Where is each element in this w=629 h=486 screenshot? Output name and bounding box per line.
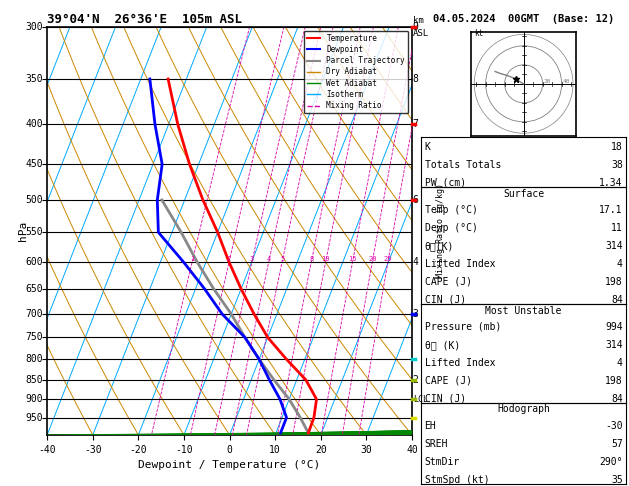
- Text: Lifted Index: Lifted Index: [425, 358, 495, 368]
- Text: 550: 550: [25, 227, 43, 237]
- Text: Lifted Index: Lifted Index: [425, 259, 495, 269]
- Text: 04.05.2024  00GMT  (Base: 12): 04.05.2024 00GMT (Base: 12): [433, 14, 615, 24]
- Text: 9: 9: [413, 22, 419, 32]
- Text: Hodograph: Hodograph: [497, 404, 550, 415]
- Text: 39°04'N  26°36'E  105m ASL: 39°04'N 26°36'E 105m ASL: [47, 13, 242, 26]
- Text: 10: 10: [321, 256, 330, 262]
- Text: Pressure (mb): Pressure (mb): [425, 322, 501, 332]
- Text: 25: 25: [384, 256, 392, 262]
- Text: 4: 4: [267, 256, 271, 262]
- Text: Totals Totals: Totals Totals: [425, 160, 501, 170]
- Text: 6: 6: [413, 195, 419, 205]
- Text: 800: 800: [25, 354, 43, 364]
- Text: 350: 350: [25, 74, 43, 84]
- Text: 4: 4: [617, 358, 623, 368]
- Text: kt: kt: [474, 29, 484, 38]
- Text: CAPE (J): CAPE (J): [425, 376, 472, 386]
- Text: 57: 57: [611, 439, 623, 449]
- X-axis label: Dewpoint / Temperature (°C): Dewpoint / Temperature (°C): [138, 460, 321, 470]
- Text: θᴇ (K): θᴇ (K): [425, 340, 460, 350]
- Text: 314: 314: [605, 340, 623, 350]
- Text: Surface: Surface: [503, 189, 544, 199]
- Text: 950: 950: [25, 413, 43, 423]
- Text: 38: 38: [611, 160, 623, 170]
- Text: 18: 18: [611, 142, 623, 152]
- Text: 1.34: 1.34: [599, 178, 623, 188]
- Text: Most Unstable: Most Unstable: [486, 306, 562, 315]
- Text: PW (cm): PW (cm): [425, 178, 465, 188]
- Text: 8: 8: [309, 256, 313, 262]
- Text: 4: 4: [617, 259, 623, 269]
- Text: 4: 4: [413, 257, 419, 267]
- Legend: Temperature, Dewpoint, Parcel Trajectory, Dry Adiabat, Wet Adiabat, Isotherm, Mi: Temperature, Dewpoint, Parcel Trajectory…: [304, 31, 408, 113]
- Text: 17.1: 17.1: [599, 205, 623, 215]
- Text: 290°: 290°: [599, 457, 623, 467]
- Text: StmSpd (kt): StmSpd (kt): [425, 474, 489, 485]
- Text: StmDir: StmDir: [425, 457, 460, 467]
- Text: 850: 850: [25, 375, 43, 385]
- Text: 2: 2: [227, 256, 231, 262]
- Text: 1: 1: [190, 256, 194, 262]
- Text: EH: EH: [425, 421, 437, 431]
- Text: CIN (J): CIN (J): [425, 394, 465, 404]
- Text: Temp (°C): Temp (°C): [425, 205, 477, 215]
- Text: 750: 750: [25, 332, 43, 343]
- Text: ASL: ASL: [413, 29, 429, 38]
- Text: 11: 11: [611, 223, 623, 233]
- Text: hPa: hPa: [18, 221, 28, 241]
- Text: LCL: LCL: [413, 395, 428, 404]
- Text: 35: 35: [611, 474, 623, 485]
- Text: 650: 650: [25, 284, 43, 294]
- Text: 20: 20: [543, 79, 551, 84]
- Text: 20: 20: [368, 256, 377, 262]
- Text: 400: 400: [25, 119, 43, 129]
- Text: -30: -30: [605, 421, 623, 431]
- Text: 2: 2: [413, 375, 419, 385]
- Text: 450: 450: [25, 159, 43, 169]
- Text: SREH: SREH: [425, 439, 448, 449]
- Text: 3: 3: [250, 256, 254, 262]
- Text: 7: 7: [413, 119, 419, 129]
- Text: km: km: [413, 16, 423, 25]
- Text: 198: 198: [605, 376, 623, 386]
- Text: 900: 900: [25, 394, 43, 404]
- Text: CIN (J): CIN (J): [425, 295, 465, 305]
- Text: 8: 8: [413, 74, 419, 84]
- Text: 3: 3: [413, 309, 419, 319]
- Text: CAPE (J): CAPE (J): [425, 277, 472, 287]
- Text: 15: 15: [348, 256, 357, 262]
- Text: Mixing Ratio (g/kg): Mixing Ratio (g/kg): [436, 183, 445, 278]
- Text: Dewp (°C): Dewp (°C): [425, 223, 477, 233]
- Text: 600: 600: [25, 257, 43, 267]
- Text: 994: 994: [605, 322, 623, 332]
- Text: 84: 84: [611, 394, 623, 404]
- Text: 198: 198: [605, 277, 623, 287]
- Text: 700: 700: [25, 309, 43, 319]
- Text: 500: 500: [25, 195, 43, 205]
- Text: 40: 40: [562, 79, 570, 84]
- Text: 314: 314: [605, 241, 623, 251]
- Text: 300: 300: [25, 22, 43, 32]
- Text: 84: 84: [611, 295, 623, 305]
- Text: K: K: [425, 142, 430, 152]
- Text: θᴇ(K): θᴇ(K): [425, 241, 454, 251]
- Text: 5: 5: [280, 256, 284, 262]
